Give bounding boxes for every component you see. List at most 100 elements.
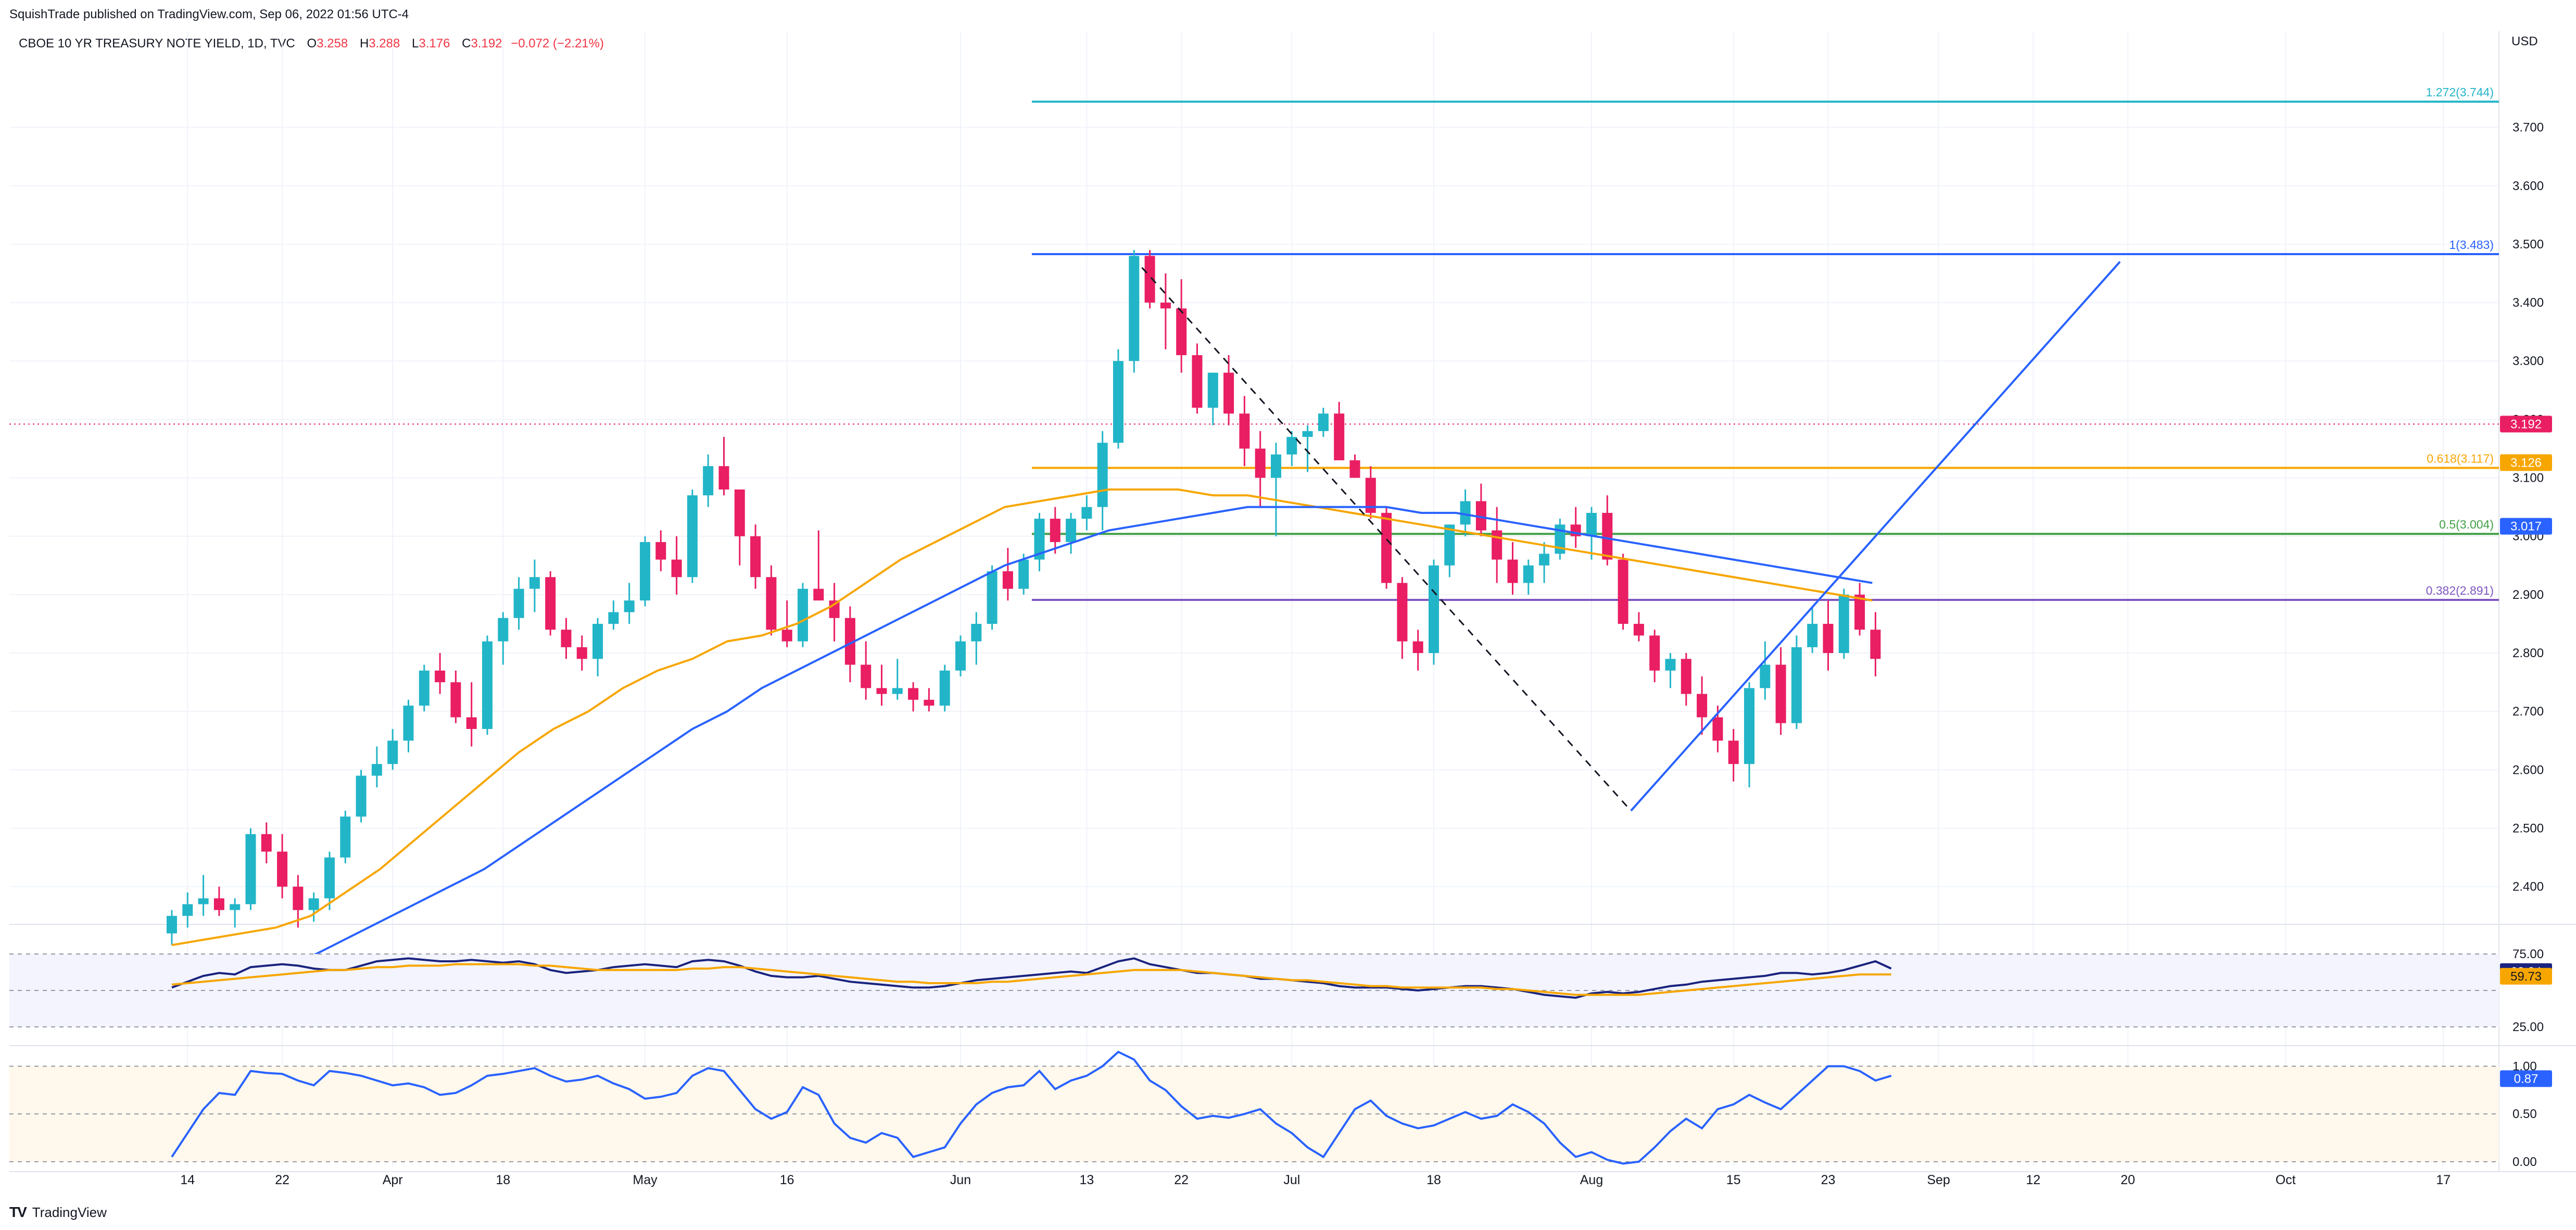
candle-body-down bbox=[734, 490, 745, 536]
candle-body-down bbox=[1349, 460, 1360, 478]
candle-body-down bbox=[1192, 355, 1203, 408]
candle-body-up bbox=[1302, 431, 1313, 437]
candle-body-down bbox=[277, 851, 288, 887]
candle-body-up bbox=[1129, 256, 1140, 361]
candle-body-down bbox=[1681, 659, 1691, 694]
tradingview-logo-icon: TV bbox=[9, 1204, 27, 1220]
candle-body-down bbox=[1712, 717, 1723, 741]
candle-body-down bbox=[1255, 448, 1266, 478]
time-axis-label: 20 bbox=[2120, 1173, 2135, 1187]
candle-body-up bbox=[1034, 519, 1045, 560]
candle-body-up bbox=[1429, 565, 1439, 654]
candle-body-up bbox=[419, 670, 430, 706]
high-value: 3.288 bbox=[369, 36, 400, 51]
candle-body-up bbox=[955, 641, 966, 671]
time-axis-label: 22 bbox=[275, 1173, 289, 1187]
rsi-series-line bbox=[171, 957, 1892, 999]
fib-level-label: 1.272(3.744) bbox=[2426, 85, 2494, 99]
time-axis-label: 12 bbox=[2026, 1173, 2040, 1187]
tradingview-logo[interactable]: TV TradingView bbox=[9, 1204, 107, 1221]
currency-label: USD bbox=[2511, 34, 2538, 48]
candle-body-down bbox=[1507, 559, 1518, 583]
stoch-tick-label: 0.50 bbox=[2512, 1107, 2537, 1121]
time-axis-label: 18 bbox=[1426, 1173, 1441, 1187]
candle-body-down bbox=[1775, 664, 1786, 723]
rsi-series-line bbox=[171, 963, 1891, 996]
candle-body-up bbox=[1271, 454, 1281, 478]
high-label: H bbox=[359, 36, 369, 51]
time-axis-label: Aug bbox=[1580, 1173, 1603, 1187]
candle-body-up bbox=[1207, 372, 1218, 408]
candle-body-up bbox=[371, 764, 382, 776]
price-tick-label: 2.500 bbox=[2512, 822, 2544, 836]
candle-body-down bbox=[213, 898, 224, 910]
uptrend-line bbox=[1630, 261, 2121, 812]
candle-body-up bbox=[608, 612, 619, 624]
candle-body-up bbox=[308, 898, 319, 910]
close-value: 3.192 bbox=[471, 36, 502, 51]
time-axis-label: Sep bbox=[1927, 1173, 1950, 1187]
fib-level-label: 1(3.483) bbox=[2449, 238, 2494, 252]
candle-body-down bbox=[261, 834, 272, 852]
candle-body-down bbox=[1397, 583, 1408, 642]
price-tick-label: 3.700 bbox=[2512, 121, 2544, 135]
candle-body-down bbox=[861, 664, 872, 688]
price-tick-label: 2.600 bbox=[2512, 763, 2544, 777]
price-tick-label: 2.400 bbox=[2512, 880, 2544, 894]
tradingview-logo-text: TradingView bbox=[32, 1204, 107, 1220]
candle-body-up bbox=[198, 898, 209, 905]
time-axis-label: Oct bbox=[2276, 1173, 2296, 1187]
candle-body-down bbox=[1365, 478, 1376, 513]
candle-body-down bbox=[435, 670, 446, 683]
candle-body-up bbox=[1760, 664, 1771, 688]
candle-body-up bbox=[1838, 594, 1849, 654]
candle-body-down bbox=[1334, 413, 1345, 460]
ema-slow-line bbox=[171, 506, 1873, 1005]
stoch-badge bbox=[2500, 1070, 2552, 1087]
candle-body-up bbox=[987, 571, 997, 624]
candle-body-up bbox=[387, 740, 398, 764]
candle-body-down bbox=[1239, 413, 1250, 449]
candle-body-up bbox=[1444, 524, 1455, 566]
candle-body-up bbox=[1097, 443, 1108, 507]
candle-body-down bbox=[293, 886, 304, 910]
candle-body-up bbox=[939, 670, 950, 706]
candle-body-up bbox=[1318, 413, 1329, 431]
candle-body-down bbox=[545, 577, 556, 630]
candle-body-up bbox=[529, 577, 540, 589]
candle-body-down bbox=[766, 577, 777, 630]
candle-body-up bbox=[1113, 361, 1123, 443]
candle-body-up bbox=[230, 904, 241, 910]
time-axis-label: Jun bbox=[950, 1173, 971, 1187]
open-label: O bbox=[307, 36, 317, 51]
time-axis-label: 23 bbox=[1821, 1173, 1836, 1187]
symbol-legend: CBOE 10 YR TREASURY NOTE YIELD, 1D, TVC … bbox=[19, 36, 604, 51]
candle-body-up bbox=[1744, 688, 1754, 764]
candle-body-up bbox=[1066, 519, 1077, 542]
price-badge bbox=[2500, 518, 2552, 535]
candle-body-up bbox=[1807, 623, 1818, 647]
price-tick-label: 3.100 bbox=[2512, 471, 2544, 485]
price-tick-label: 3.300 bbox=[2512, 354, 2544, 368]
price-tick-label: 3.600 bbox=[2512, 179, 2544, 193]
candle-body-up bbox=[1665, 659, 1676, 671]
candle-body-down bbox=[561, 630, 572, 647]
candle-body-up bbox=[167, 915, 177, 934]
candle-body-up bbox=[640, 542, 650, 601]
price-tick-label: 2.800 bbox=[2512, 646, 2544, 660]
candle-body-up bbox=[798, 588, 808, 642]
price-tick-label: 3.400 bbox=[2512, 296, 2544, 310]
low-value: 3.176 bbox=[419, 36, 450, 51]
publish-attribution: SquishTrade published on TradingView.com… bbox=[9, 7, 409, 21]
candle-body-up bbox=[1018, 559, 1029, 589]
time-axis-label: 15 bbox=[1726, 1173, 1741, 1187]
time-axis-label: Jul bbox=[1283, 1173, 1300, 1187]
stoch-tick-label: 0.00 bbox=[2512, 1155, 2537, 1169]
candle-body-up bbox=[513, 588, 524, 618]
candle-body-down bbox=[876, 688, 887, 694]
candle-body-up bbox=[245, 834, 256, 905]
candle-body-down bbox=[1412, 641, 1423, 654]
price-tick-label: 2.700 bbox=[2512, 705, 2544, 719]
rsi-tick-label: 75.00 bbox=[2512, 947, 2544, 961]
